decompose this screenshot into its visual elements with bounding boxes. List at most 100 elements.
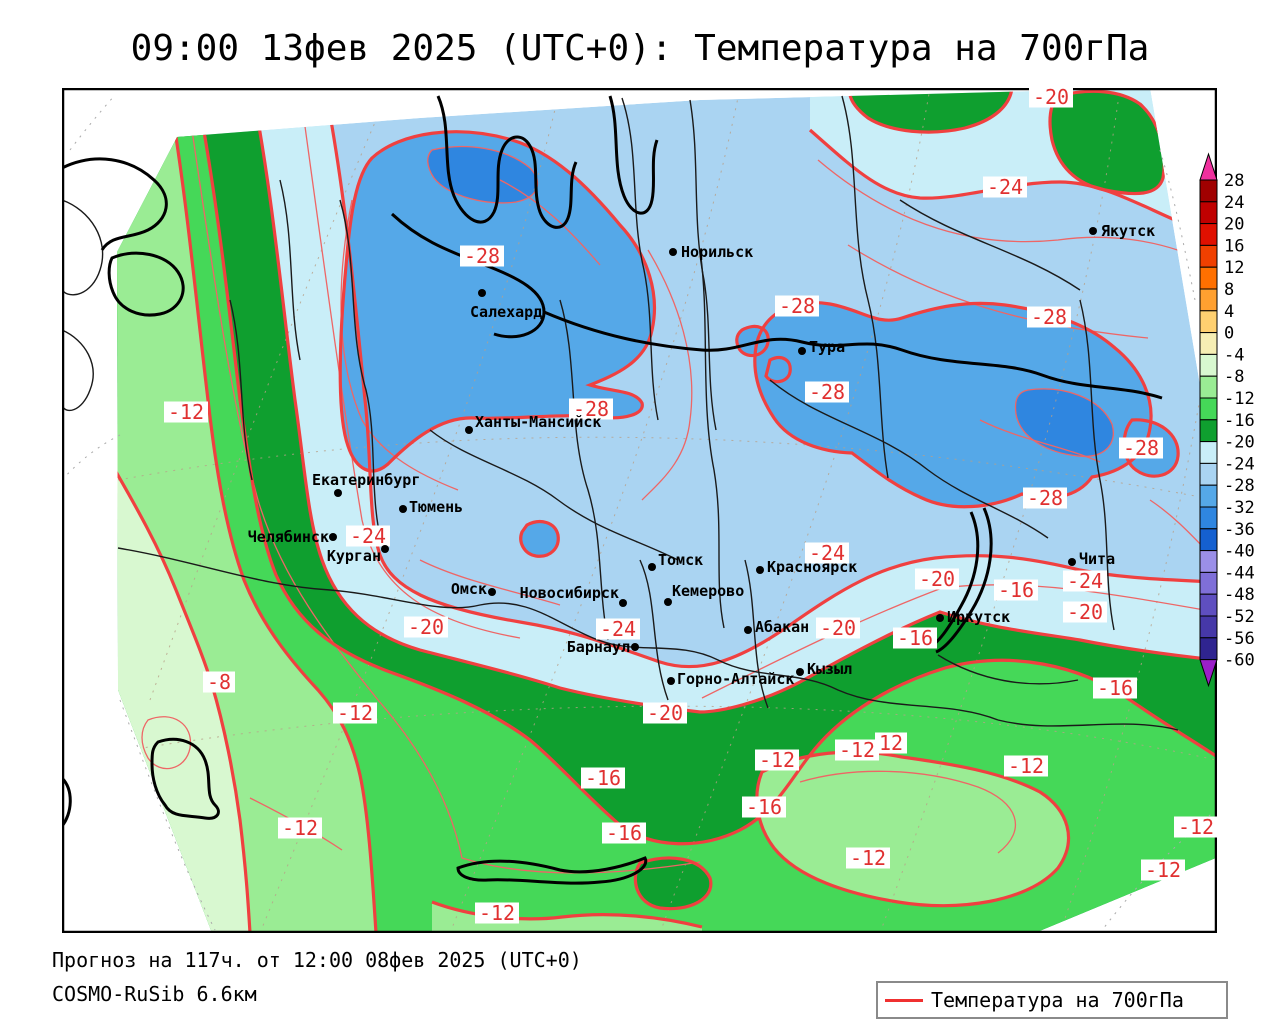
colorbar-cell [1200,638,1217,660]
city-label: Иркутск [947,608,1010,626]
city-dot [381,545,389,553]
contour-label: -24 [350,524,386,548]
contour-label: -16 [746,795,782,819]
city-dot [667,677,675,685]
colorbar-cell [1200,572,1217,594]
colorbar-tick-label: 0 [1224,324,1234,344]
colorbar-cell [1200,507,1217,529]
temperature-colorbar: 2824201612840-4-8-12-16-20-24-28-32-36-4… [1195,148,1260,698]
legend-box: Температура на 700гПа [876,981,1228,1019]
colorbar-cell [1200,354,1217,376]
city-dot [664,598,672,606]
colorbar-tick-label: -4 [1224,345,1244,365]
contour-label: -24 [987,175,1023,199]
contour-label: -16 [1097,676,1133,700]
contour-label: -12 [759,748,795,772]
contour-label: -20 [647,701,683,725]
colorbar-tick-label: 8 [1224,280,1234,300]
contour-label: -20 [408,615,444,639]
contour-label: -12 [839,738,875,762]
city-label: Омск [451,580,487,598]
colorbar-tick-label: -60 [1224,651,1255,671]
contour-label: -16 [606,821,642,845]
colorbar-cell [1200,376,1217,398]
city-label: Салехард [470,303,542,321]
colorbar-cell [1200,398,1217,420]
contour-label: -20 [1067,600,1103,624]
colorbar-cell [1200,442,1217,464]
colorbar-tick-label: -24 [1224,454,1255,474]
city-dot [619,599,627,607]
city-label: Новосибирск [520,584,619,602]
contour-label: -24 [1067,569,1103,593]
colorbar-cell [1200,485,1217,507]
colorbar-cell [1200,202,1217,224]
colorbar-tick-label: -52 [1224,607,1255,627]
colorbar-tick-label: 16 [1224,236,1244,256]
colorbar-tick-label: -16 [1224,411,1255,431]
contour-label: -12 [479,901,515,925]
weather-map-page: 09:00 13фев 2025 (UTC+0): Температура на… [0,0,1280,1024]
contour-label: -12 [850,846,886,870]
contour-label: -28 [809,380,845,404]
contour-label: -20 [820,616,856,640]
contour-label: -12 [1145,858,1181,882]
contour-label: -28 [1027,486,1063,510]
colorbar-tick-label: 4 [1224,302,1234,322]
contour-label: -12 [337,701,373,725]
city-dot [648,563,656,571]
city-dot [399,505,407,513]
city-dot [744,626,752,634]
colorbar-tick-label: -40 [1224,542,1255,562]
colorbar-tick-label: 20 [1224,215,1244,235]
forecast-info: Прогноз на 117ч. от 12:00 08фев 2025 (UT… [52,948,582,972]
contour-label: -16 [585,766,621,790]
colorbar-tick-label: -28 [1224,476,1255,496]
city-label: Чита [1079,550,1115,568]
city-label: Ханты-Мансийск [475,413,601,431]
colorbar-tick-label: -44 [1224,563,1255,583]
city-dot [669,248,677,256]
contour-label: -12 [282,816,318,840]
contour-label: -12 [168,400,204,424]
city-label: Барнаул [567,638,630,656]
city-dot [1068,558,1076,566]
colorbar-tick-label: 28 [1224,171,1244,191]
colorbar-cell [1200,224,1217,246]
city-label: Томск [658,551,703,569]
weather-map: -28-28-28-28-28-28-28-24-24-24-24-24-20-… [62,88,1217,933]
contour-label: -28 [1123,436,1159,460]
colorbar-tick-label: -48 [1224,585,1255,605]
contour-label: -12 [1178,815,1214,839]
city-dot [329,533,337,541]
colorbar-tick-label: -56 [1224,629,1255,649]
contour-label: -20 [919,567,955,591]
legend-line-sample [885,999,923,1002]
city-dot [796,668,804,676]
temperature-bands [115,88,1216,933]
city-label: Красноярск [767,558,857,576]
contour-label: -28 [779,294,815,318]
city-label: Тура [809,338,845,356]
colorbar-tick-label: -20 [1224,433,1255,453]
contour-label: -12 [1008,754,1044,778]
contour-label: -28 [1031,305,1067,329]
colorbar-tick-label: -32 [1224,498,1255,518]
city-label: Якутск [1101,222,1155,240]
colorbar-cell [1200,311,1217,333]
colorbar-tick-label: -12 [1224,389,1255,409]
colorbar-cell [1200,245,1217,267]
colorbar-cell [1200,529,1217,551]
contour-label: -28 [464,244,500,268]
city-dot [798,347,806,355]
contour-label: -20 [1033,88,1069,109]
colorbar-cell [1200,551,1217,573]
colorbar-tick-label: -36 [1224,520,1255,540]
colorbar-cell [1200,180,1217,202]
city-label: Норильск [681,243,753,261]
colorbar-cell [1200,289,1217,311]
city-label: Курган [327,547,381,565]
colorbar-cell [1200,333,1217,355]
city-dot [478,289,486,297]
colorbar-cell [1200,463,1217,485]
